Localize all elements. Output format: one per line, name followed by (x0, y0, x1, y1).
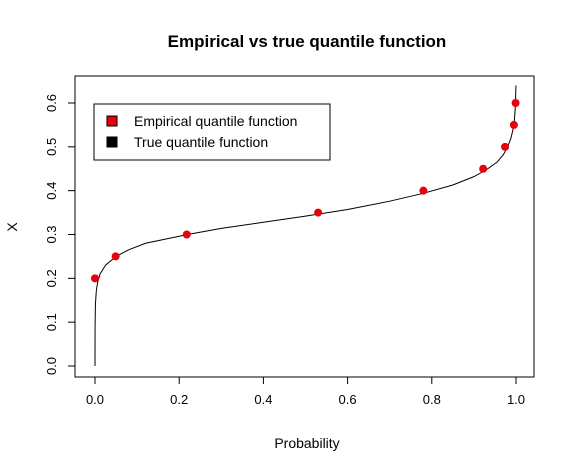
y-tick-label: 0.1 (44, 313, 59, 331)
x-axis: 0.0 0.2 0.4 0.6 0.8 1.0 (86, 377, 525, 407)
legend-swatch-true (106, 136, 118, 148)
legend: Empirical quantile function True quantil… (93, 103, 331, 161)
chart-title: Empirical vs true quantile function (168, 32, 447, 51)
empirical-point (501, 142, 510, 151)
empirical-point (91, 274, 99, 283)
empirical-point (182, 230, 191, 239)
y-axis-label: X (4, 222, 20, 232)
y-tick-label: 0.2 (44, 269, 59, 287)
true-quantile-line (94, 85, 517, 367)
x-tick-label: 1.0 (507, 392, 525, 407)
empirical-point (314, 208, 323, 217)
legend-label-empirical: Empirical quantile function (134, 113, 297, 129)
x-tick-label: 0.2 (170, 392, 188, 407)
y-axis: 0.0 0.1 0.2 0.3 0.4 0.5 0.6 (44, 94, 75, 375)
x-axis-label: Probability (274, 435, 339, 451)
legend-label-true: True quantile function (134, 134, 268, 150)
y-tick-label: 0.5 (44, 138, 59, 156)
x-tick-label: 0.8 (423, 392, 441, 407)
y-tick-label: 0.4 (44, 182, 59, 200)
x-tick-label: 0.4 (254, 392, 272, 407)
y-tick-label: 0.6 (44, 94, 59, 112)
x-tick-label: 0.0 (86, 392, 104, 407)
plot-frame (74, 75, 535, 378)
empirical-point (511, 99, 520, 107)
empirical-point (419, 186, 428, 195)
legend-box (93, 103, 331, 161)
empirical-point (479, 164, 488, 173)
y-tick-label: 0.3 (44, 225, 59, 243)
empirical-point (111, 252, 120, 261)
x-tick-label: 0.6 (339, 392, 357, 407)
y-tick-label: 0.0 (44, 357, 59, 375)
empirical-point (509, 120, 518, 129)
legend-swatch-empirical (106, 115, 118, 127)
empirical-points (91, 99, 520, 283)
